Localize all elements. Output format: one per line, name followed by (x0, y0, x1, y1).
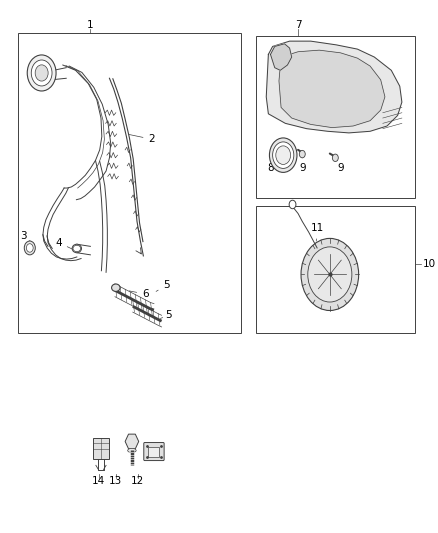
Circle shape (332, 154, 338, 161)
Circle shape (27, 55, 56, 91)
Text: 9: 9 (300, 158, 307, 173)
Polygon shape (266, 41, 402, 133)
Text: 7: 7 (295, 20, 301, 30)
Bar (92, 438, 110, 459)
Circle shape (301, 238, 359, 311)
Circle shape (289, 200, 296, 209)
Text: 5: 5 (156, 280, 170, 292)
Text: 4: 4 (55, 238, 73, 249)
Bar (148, 447, 159, 457)
Polygon shape (279, 50, 385, 127)
Text: 10: 10 (423, 259, 436, 269)
Ellipse shape (272, 142, 294, 168)
Text: 1: 1 (87, 20, 94, 30)
Ellipse shape (112, 284, 120, 292)
Polygon shape (271, 44, 292, 70)
Circle shape (308, 247, 352, 302)
Circle shape (31, 60, 52, 86)
Text: 6: 6 (129, 289, 149, 299)
FancyBboxPatch shape (144, 442, 164, 461)
Ellipse shape (128, 448, 136, 453)
Text: 8: 8 (267, 164, 274, 173)
Ellipse shape (72, 244, 81, 253)
Circle shape (24, 241, 35, 255)
Text: 11: 11 (311, 223, 324, 241)
Ellipse shape (73, 245, 81, 252)
Text: 2: 2 (129, 134, 155, 144)
Ellipse shape (269, 138, 297, 172)
Bar (256, 206, 415, 333)
Text: 5: 5 (160, 310, 172, 320)
Text: 12: 12 (131, 477, 145, 486)
Text: 9: 9 (337, 160, 344, 173)
Text: 13: 13 (109, 477, 123, 486)
Ellipse shape (276, 146, 291, 165)
Bar (18, 33, 241, 333)
Text: 14: 14 (92, 477, 106, 486)
Circle shape (35, 65, 48, 81)
Bar (256, 36, 415, 198)
Text: 3: 3 (20, 231, 30, 241)
Circle shape (299, 150, 305, 158)
Circle shape (26, 244, 33, 252)
